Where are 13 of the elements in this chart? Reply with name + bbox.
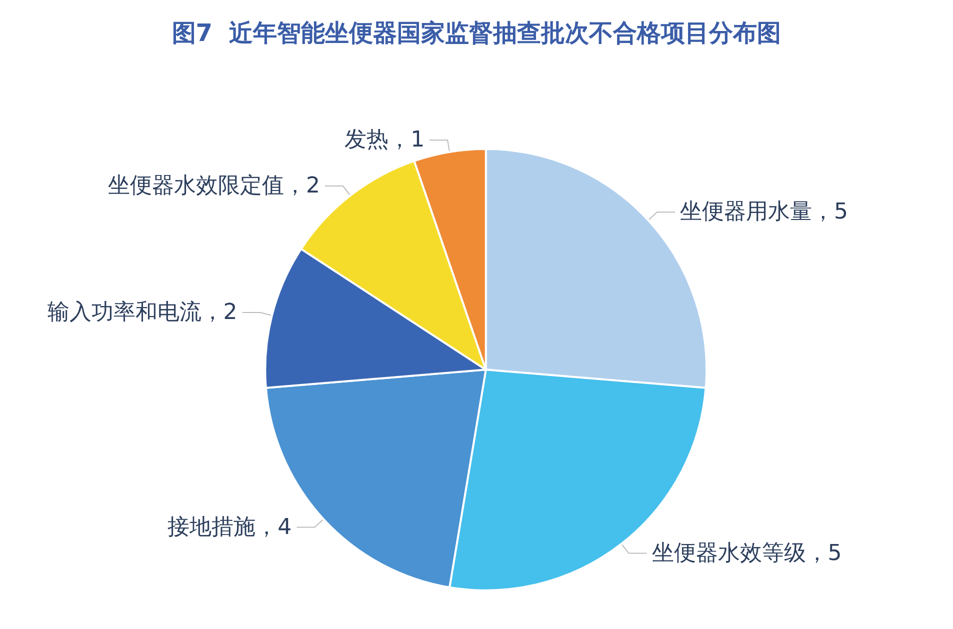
data-label: ，1 (388, 128, 425, 153)
slice-label: 输入功率和电流 (47, 300, 202, 326)
data-label: ，5 (812, 200, 848, 225)
data-label: ，2 (201, 300, 238, 326)
data-label: ，5 (806, 540, 842, 566)
slice-label: 坐便器用水量 (680, 200, 812, 225)
slice-label: 坐便器水效限定值 (108, 174, 284, 199)
data-label: ，2 (284, 174, 320, 199)
data-label: ，4 (256, 514, 292, 540)
slice-label: 发热 (344, 128, 389, 153)
chart-title: 图7 近年智能坐便器国家监督抽查批次不合格项目分布图 (172, 19, 782, 47)
slice-label: 坐便器水效等级 (652, 540, 806, 566)
slice-label: 接地措施 (168, 514, 256, 540)
